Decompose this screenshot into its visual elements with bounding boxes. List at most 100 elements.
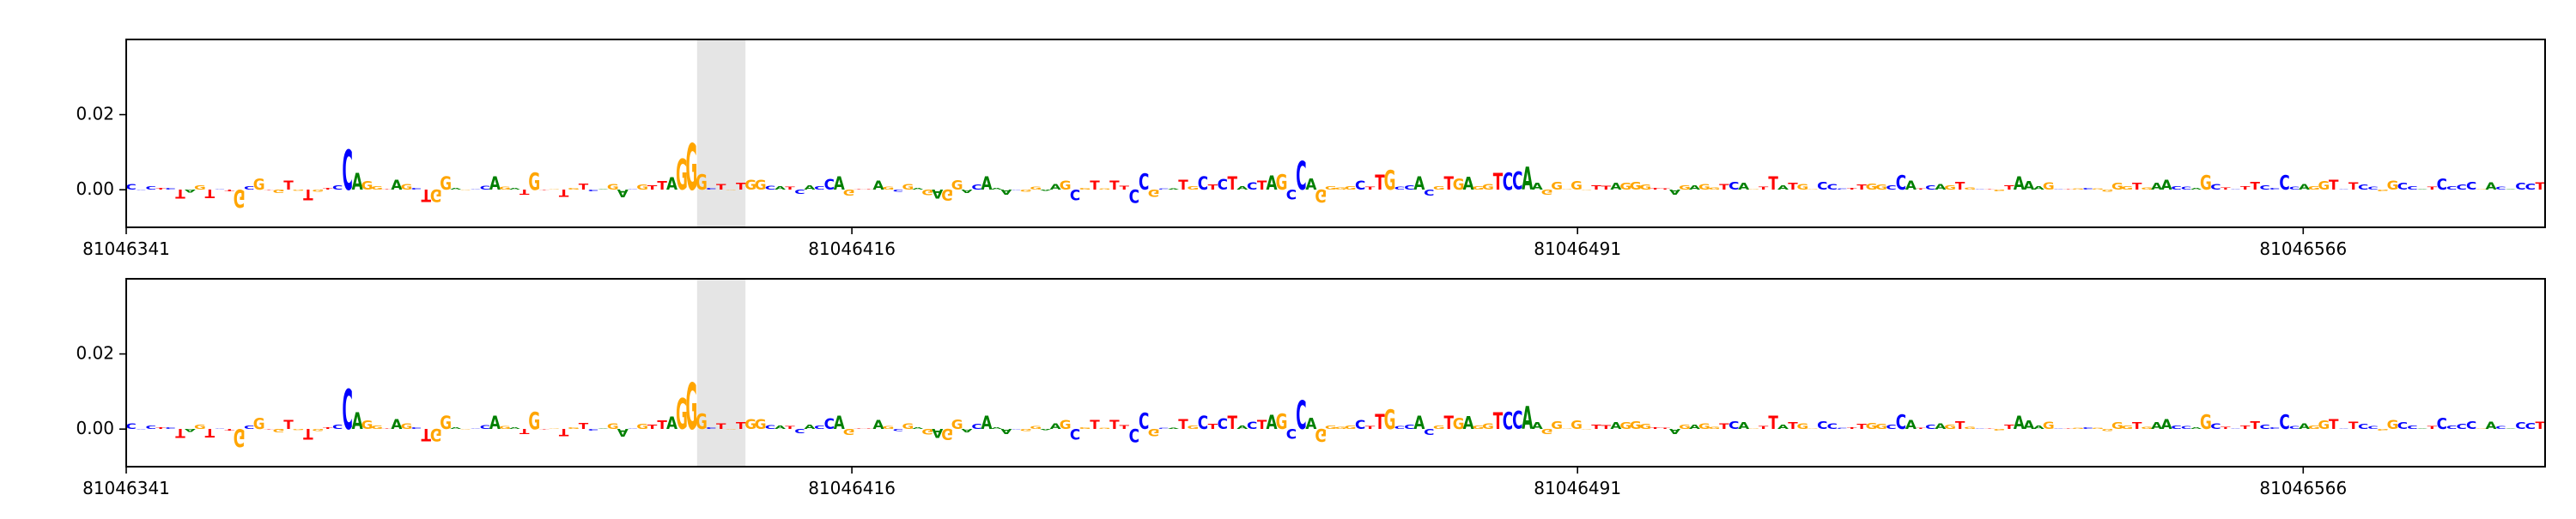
logo-letter-T: T <box>1090 417 1100 431</box>
logo-letter-T: T <box>2427 186 2438 190</box>
logo-letter-G: G <box>1551 179 1563 192</box>
logo-letter-C: C <box>1218 415 1228 432</box>
logo-letter-A: A <box>1669 427 1681 435</box>
logo-letter-C: C <box>244 425 254 430</box>
logo-letter-T: T <box>1208 184 1218 192</box>
logo-letter-T: T <box>1856 184 1867 192</box>
logo-letter-C: C <box>1158 189 1170 190</box>
logo-letter-G: G <box>1639 424 1651 431</box>
logo-letter-G: G <box>2200 411 2212 434</box>
logo-letter-A: A <box>981 173 992 194</box>
logo-letter-C: C <box>2446 425 2457 430</box>
logo-letter-T: T <box>382 189 393 190</box>
logo-letter-A: A <box>2190 188 2202 190</box>
logo-letter-A: A <box>1463 414 1475 434</box>
logo-letter-T: T <box>155 427 167 430</box>
logo-letter-T: T <box>2063 428 2075 429</box>
logo-letter-G: G <box>1079 188 1091 190</box>
logo-letter-G: G <box>400 183 412 192</box>
logo-letter-G: G <box>1276 171 1288 196</box>
logo-letter-T: T <box>2004 424 2014 431</box>
logo-letter-T: T <box>716 183 726 192</box>
logo-letter-C: C <box>342 139 352 203</box>
logo-letter-C: C <box>1218 176 1228 193</box>
logo-letter-C: C <box>794 188 805 195</box>
logo-letter-G: G <box>499 186 511 190</box>
logo-letter-G: G <box>1030 425 1042 430</box>
logo-letter-G: G <box>1473 425 1485 430</box>
logo-letter-G: G <box>361 179 374 193</box>
logo-letter-C: C <box>2437 416 2447 433</box>
logo-letter-A: A <box>1669 188 1681 196</box>
logo-letter-C: C <box>215 189 225 190</box>
logo-letter-C: C <box>2397 421 2408 431</box>
logo-letter-C: C <box>126 423 137 431</box>
logo-letter-T: T <box>647 184 658 191</box>
logo-letter-C: C <box>765 425 775 431</box>
logo-letter-C: C <box>1247 421 1257 432</box>
logo-letter-C: C <box>2181 186 2191 190</box>
logo-letter-A: A <box>617 187 629 200</box>
logo-letter-G: G <box>2141 426 2153 430</box>
logo-letter-G: G <box>400 422 412 431</box>
logo-letter-G: G <box>1060 417 1072 431</box>
logo-letter-A: A <box>352 169 363 196</box>
logo-letter-T: T <box>264 429 275 430</box>
logo-letter-G: G <box>1276 410 1288 435</box>
logo-letter-G: G <box>1453 416 1465 433</box>
logo-letter-A: A <box>1935 423 1947 431</box>
logo-letter-A: A <box>804 184 815 191</box>
logo-letter-C: C <box>1925 184 1935 191</box>
x-tick-label: 81046491 <box>1534 238 1621 259</box>
logo-letter-G: G <box>1944 184 1956 191</box>
logo-letter-A: A <box>932 187 944 202</box>
logo-letter-C: C <box>2171 425 2181 430</box>
logo-letter-T: T <box>1916 189 1927 190</box>
logo-letter-C: C <box>2358 184 2368 192</box>
logo-letter-A: A <box>962 189 973 194</box>
logo-letter-C: C <box>244 186 254 190</box>
logo-letter-G: G <box>361 419 374 432</box>
logo-letter-A: A <box>509 427 521 430</box>
logo-letter-C: C <box>2367 425 2378 430</box>
logo-letter-G: G <box>568 187 580 190</box>
logo-letter-T: T <box>303 186 313 203</box>
logo-letter-A: A <box>391 417 402 432</box>
axes-frame <box>125 278 2546 468</box>
logo-letter-G: G <box>676 390 688 440</box>
logo-letter-C: C <box>588 429 599 431</box>
logo-letter-A: A <box>185 428 197 432</box>
logo-letter-T: T <box>1120 425 1130 431</box>
logo-letter-G: G <box>2308 425 2320 430</box>
logo-letter-A: A <box>509 188 521 190</box>
logo-letter-T: T <box>864 189 875 190</box>
logo-letter-C: C <box>1296 154 1306 200</box>
logo-letter-T: T <box>1493 408 1504 435</box>
logo-letter-G: G <box>1964 187 1976 190</box>
x-tick-label: 81046566 <box>2259 238 2347 259</box>
logo-letter-T: T <box>1375 410 1385 434</box>
logo-letter-A: A <box>666 414 677 433</box>
logo-letter-C: C <box>1728 179 1739 192</box>
logo-letter-C: C <box>2171 185 2181 190</box>
logo-letter-G: G <box>921 427 933 435</box>
logo-letter-G: G <box>1325 425 1337 430</box>
logo-letter-A: A <box>873 178 885 192</box>
logo-letter-G: G <box>548 428 560 429</box>
x-tick-label: 81046341 <box>82 478 170 498</box>
logo-letter-C: C <box>2495 186 2506 190</box>
logo-letter-T: T <box>1955 419 1965 431</box>
logo-letter-C: C <box>824 415 835 432</box>
logo-letter-G: G <box>2387 178 2399 192</box>
logo-letter-T: T <box>2132 421 2142 431</box>
logo-letter-G: G <box>1315 185 1327 205</box>
logo-letter-G: G <box>1994 190 2006 192</box>
logo-letter-G: G <box>1334 426 1346 430</box>
logo-letter-G: G <box>1679 184 1691 191</box>
logo-letter-G: G <box>1060 178 1072 192</box>
logo-letter-C: C <box>2269 426 2281 429</box>
logo-letter-C: C <box>971 184 981 192</box>
logo-letter-G: G <box>2200 172 2212 195</box>
logo-letter-A: A <box>489 413 501 433</box>
logo-letter-A: A <box>2299 184 2311 191</box>
